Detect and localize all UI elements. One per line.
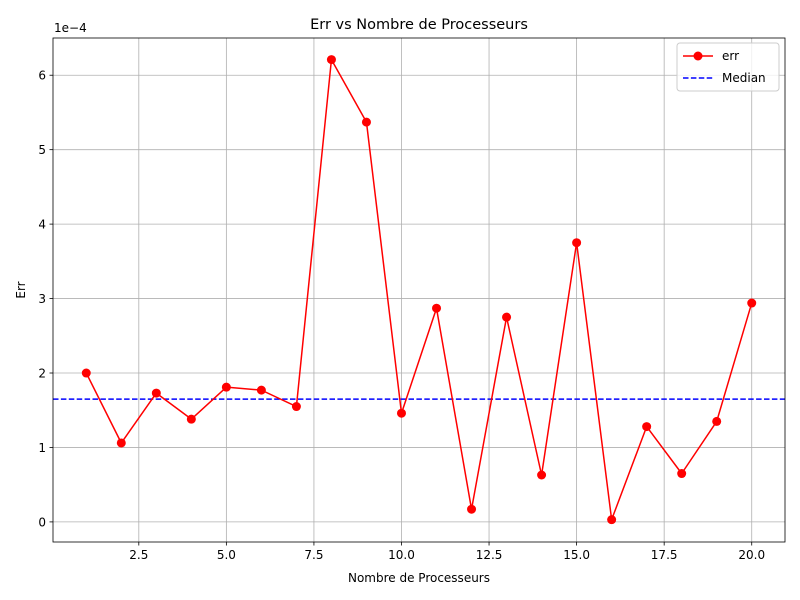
- legend: err Median: [676, 42, 780, 92]
- err-data-point: [151, 388, 161, 398]
- legend-median-label: Median: [722, 71, 766, 85]
- legend-err-label: err: [722, 49, 739, 63]
- y-tick-label: 0: [38, 515, 46, 529]
- err-data-point: [361, 117, 371, 127]
- y-tick-label: 2: [38, 367, 46, 381]
- y-tick-label: 4: [38, 218, 46, 232]
- err-data-point: [572, 238, 582, 248]
- err-data-point: [747, 298, 757, 308]
- err-data-point: [221, 382, 231, 392]
- y-tick-label: 3: [38, 292, 46, 306]
- axes: 2.5 5.0 7.5 10.0 12.5 15.0 17.5 20.0 0 1 2 3 4 5 6: [38, 37, 786, 562]
- legend-err-marker: [693, 51, 703, 61]
- err-data-point: [116, 438, 126, 448]
- x-tick-label: 12.5: [476, 548, 503, 562]
- y-tick-label: 5: [38, 143, 46, 157]
- x-tick-label: 10.0: [388, 548, 415, 562]
- x-tick-label: 17.5: [651, 548, 678, 562]
- x-tick-label: 2.5: [129, 548, 148, 562]
- plot-area: [53, 55, 785, 525]
- err-data-point: [256, 385, 266, 395]
- x-tick-label: 15.0: [563, 548, 590, 562]
- y-offset-label: 1e−4: [54, 21, 87, 35]
- err-data-point: [642, 422, 652, 432]
- x-tick-label: 20.0: [738, 548, 765, 562]
- err-data-point: [712, 416, 722, 426]
- err-data-point: [326, 55, 336, 65]
- err-data-point: [607, 515, 617, 525]
- err-data-point: [677, 469, 687, 479]
- err-data-point: [396, 408, 406, 418]
- x-axis-label: Nombre de Processeurs: [348, 571, 490, 585]
- err-data-point: [502, 312, 512, 322]
- x-tick-label: 5.0: [217, 548, 236, 562]
- y-axis-label: Err: [14, 281, 28, 298]
- err-data-point: [467, 504, 477, 514]
- axes-frame: [52, 37, 786, 543]
- x-tick-label: 7.5: [304, 548, 323, 562]
- err-data-point: [537, 470, 547, 480]
- chart-title: Err vs Nombre de Processeurs: [310, 17, 528, 33]
- err-data-point: [81, 368, 91, 378]
- err-data-point: [432, 303, 442, 313]
- y-tick-label: 1: [38, 441, 46, 455]
- legend-box: [676, 42, 780, 92]
- err-data-point: [291, 402, 301, 412]
- err-data-point: [186, 414, 196, 424]
- err-series-line: [85, 58, 753, 521]
- y-tick-label: 6: [38, 69, 46, 83]
